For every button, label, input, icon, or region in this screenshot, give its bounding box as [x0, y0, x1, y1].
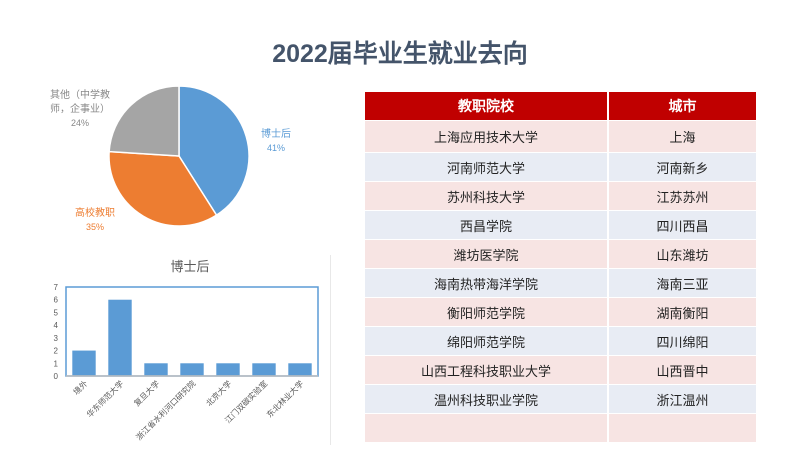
- school-cell: 温州科技职业学院: [365, 384, 609, 414]
- bar-chart-title: 博士后: [170, 259, 209, 274]
- school-cell: 河南师范大学: [365, 152, 609, 182]
- x-tick-label: 复旦大学: [132, 378, 162, 408]
- pie-pct-label: 41%: [267, 143, 285, 153]
- pie-pct-label: 35%: [86, 222, 104, 232]
- pie-label: 其他（中学教: [50, 88, 110, 101]
- bar: [144, 363, 168, 376]
- city-cell: 湖南衡阳: [608, 297, 758, 327]
- city-cell: 山西晋中: [608, 355, 758, 385]
- table-row: 西昌学院 四川西昌: [365, 210, 758, 240]
- y-tick-label: 5: [54, 308, 59, 317]
- pie-label: 师，企事业）: [50, 102, 110, 115]
- school-cell: 苏州科技大学: [365, 181, 609, 211]
- school-cell: 上海应用技术大学: [365, 120, 609, 153]
- x-tick-label: 浙江省水利河口研究院: [134, 378, 198, 442]
- divider: [330, 255, 331, 445]
- city-cell: 山东潍坊: [608, 239, 758, 269]
- y-tick-label: 6: [54, 296, 59, 305]
- city-cell: 上海: [608, 120, 758, 153]
- x-tick-label: 华东师范大学: [84, 378, 125, 419]
- table-row: 温州科技职业学院 浙江温州: [365, 384, 758, 414]
- school-cell: [365, 413, 609, 442]
- table-row: 苏州科技大学 江苏苏州: [365, 181, 758, 211]
- school-cell: 潍坊医学院: [365, 239, 609, 269]
- y-tick-label: 4: [54, 321, 59, 330]
- table-row: 绵阳师范学院 四川绵阳: [365, 326, 758, 356]
- pie-pct-label: 24%: [71, 118, 89, 128]
- bar: [72, 350, 96, 376]
- table-row: 河南师范大学 河南新乡: [365, 152, 758, 182]
- x-tick-label: 东北林业大学: [264, 378, 305, 419]
- school-cell: 西昌学院: [365, 210, 609, 240]
- school-cell: 绵阳师范学院: [365, 326, 609, 356]
- city-cell: 浙江温州: [608, 384, 758, 414]
- x-tick-label: 境外: [71, 378, 89, 396]
- city-cell: 河南新乡: [608, 152, 758, 182]
- bar: [216, 363, 240, 376]
- bar: [288, 363, 312, 376]
- school-cell: 衡阳师范学院: [365, 297, 609, 327]
- school-cell: 山西工程科技职业大学: [365, 355, 609, 385]
- city-cell: 四川西昌: [608, 210, 758, 240]
- table-row: [365, 413, 758, 442]
- school-cell: 海南热带海洋学院: [365, 268, 609, 298]
- pie-slice: [108, 150, 218, 227]
- bar: [180, 363, 204, 376]
- y-tick-label: 0: [54, 372, 59, 381]
- table-row: 海南热带海洋学院 海南三亚: [365, 268, 758, 298]
- city-cell: 江苏苏州: [608, 181, 758, 211]
- y-tick-label: 3: [54, 334, 59, 343]
- plot-area-border: [65, 286, 319, 377]
- x-tick-label: 北京大学: [204, 378, 234, 408]
- table-header-row: 教职院校 城市: [365, 92, 758, 121]
- table-row: 潍坊医学院 山东潍坊: [365, 239, 758, 269]
- bar: [108, 299, 132, 376]
- city-cell: [608, 413, 758, 442]
- pie-label: 博士后: [261, 127, 291, 140]
- bar: [252, 363, 276, 376]
- pie-slice: [108, 85, 180, 157]
- y-tick-label: 2: [54, 347, 59, 356]
- table-row: 衡阳师范学院 湖南衡阳: [365, 297, 758, 327]
- table-row: 上海应用技术大学 上海: [365, 120, 758, 153]
- y-tick-label: 1: [54, 359, 59, 368]
- table-row: 山西工程科技职业大学 山西晋中: [365, 355, 758, 385]
- city-cell: 海南三亚: [608, 268, 758, 298]
- slide-title: 2022届毕业生就业去向: [272, 40, 528, 68]
- y-tick-label: 7: [54, 283, 59, 292]
- header-city: 城市: [608, 92, 758, 121]
- employment-table: 教职院校 城市 上海应用技术大学 上海 河南师范大学 河南新乡 苏州科技大学 江苏苏州 西昌…: [365, 92, 758, 442]
- city-cell: 四川绵阳: [608, 326, 758, 356]
- header-school: 教职院校: [365, 92, 609, 121]
- pie-label: 高校教职: [75, 206, 115, 219]
